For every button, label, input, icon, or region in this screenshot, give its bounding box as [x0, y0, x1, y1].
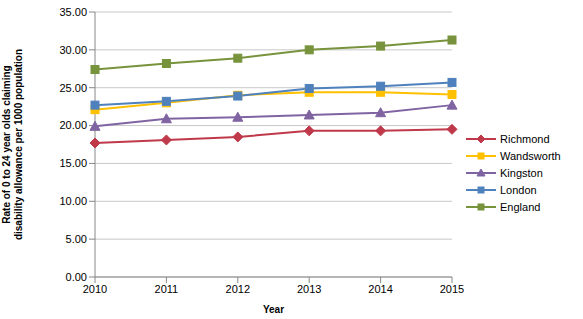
- svg-text:10.00: 10.00: [59, 195, 87, 207]
- svg-text:Rate of 0 to 24 year olds clai: Rate of 0 to 24 year olds claimingdisabi…: [8, 49, 24, 240]
- svg-text:2015: 2015: [440, 283, 464, 295]
- svg-text:2013: 2013: [297, 283, 321, 295]
- html-text:England: England: [500, 200, 541, 213]
- svg-text:2012: 2012: [226, 283, 250, 295]
- html-text:Richmond: Richmond: [500, 132, 550, 145]
- svg-text:5.00: 5.00: [66, 233, 87, 245]
- svg-text:2010: 2010: [83, 283, 107, 295]
- svg-text:Year: Year: [263, 304, 284, 315]
- html-text:London: London: [500, 183, 537, 196]
- html-text:Wandsworth: Wandsworth: [500, 149, 561, 162]
- svg-text:20.00: 20.00: [59, 119, 87, 131]
- svg-text:0.00: 0.00: [66, 271, 87, 283]
- svg-text:35.00: 35.00: [59, 6, 87, 18]
- svg-text:15.00: 15.00: [59, 157, 87, 169]
- svg-text:2014: 2014: [368, 283, 392, 295]
- svg-text:30.00: 30.00: [59, 44, 87, 56]
- svg-text:2011: 2011: [155, 283, 179, 295]
- svg-text:25.00: 25.00: [59, 82, 87, 94]
- html-text:Kingston: Kingston: [500, 166, 543, 179]
